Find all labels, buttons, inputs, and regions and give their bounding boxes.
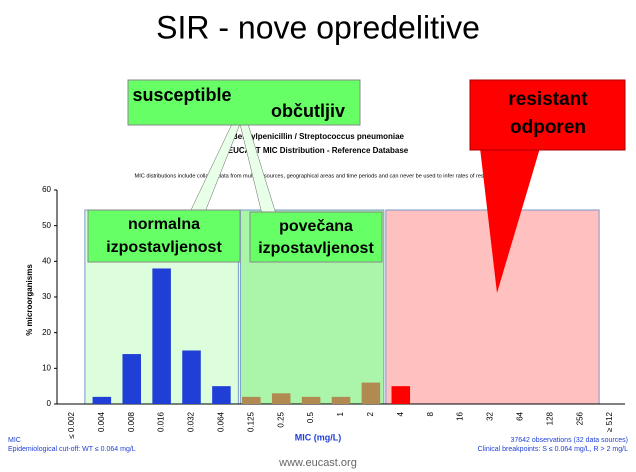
y-tick-label: 0 <box>47 399 52 408</box>
x-tick-label: 0.004 <box>97 411 106 432</box>
callout-text: normalna <box>128 216 200 233</box>
x-tick-label: 0.25 <box>276 411 285 427</box>
pointer <box>189 123 241 213</box>
y-axis-label: % microorganisms <box>25 264 34 336</box>
footnote: Epidemiological cut-off: WT ≤ 0.064 mg/L <box>8 446 136 453</box>
callout-text: izpostavljenost <box>258 240 374 257</box>
bar <box>122 354 142 404</box>
slide-title: SIR - nove opredelitive <box>156 9 480 45</box>
bar <box>212 386 231 404</box>
footer: www.eucast.org <box>278 457 357 469</box>
callout-box <box>469 79 626 151</box>
callout-box <box>87 209 241 263</box>
bar <box>331 396 351 404</box>
plot: 0 10 20 30 40 50 60 ≤ 0.002 0.004 0.008 0.016 0.032… <box>42 185 625 439</box>
y-tick-label: 40 <box>42 256 51 265</box>
x-tick-label: 0.008 <box>127 411 136 432</box>
bar <box>301 396 321 404</box>
chart-title: Benzylpenicillin / Streptococcus pneumon… <box>232 132 405 141</box>
x-tick-label: ≤ 0.002 <box>67 411 76 438</box>
x-tick-label: 16 <box>456 411 465 420</box>
bar <box>152 268 171 404</box>
x-tick-label: 0.064 <box>217 411 226 432</box>
bar <box>271 393 291 404</box>
y-tick-label: 10 <box>42 363 51 372</box>
chart-subtitle: EUCAST MIC Distribution - Reference Data… <box>228 146 409 155</box>
y-tick-label: 20 <box>42 328 51 337</box>
callout-text: povečana <box>279 218 353 235</box>
x-tick-label: 256 <box>575 411 584 425</box>
footnote: Clinical breakpoints: S ≤ 0.064 mg/L, R … <box>478 446 628 453</box>
y-tick-label: 30 <box>42 292 51 301</box>
callout-text: odporen <box>510 117 586 138</box>
x-tick-label: 128 <box>545 411 554 425</box>
x-tick-label: 2 <box>366 411 375 416</box>
bar <box>92 396 112 404</box>
chart-note: MIC distributions include collated data … <box>135 173 502 179</box>
pointer <box>480 148 540 293</box>
x-tick-label: 8 <box>426 411 435 416</box>
footnote: 37642 observations (32 data sources) <box>510 437 628 444</box>
callout-text: izpostavljenost <box>106 239 222 256</box>
x-tick-label: 32 <box>486 411 495 420</box>
x-tick-label: 0.016 <box>157 411 166 432</box>
bar <box>391 386 411 404</box>
x-tick-label: ≥ 512 <box>605 411 614 432</box>
callout-box <box>249 211 383 263</box>
footnote: MIC <box>8 437 21 444</box>
bar <box>242 396 261 404</box>
callout-text: resistant <box>508 89 588 110</box>
bar <box>361 382 381 404</box>
y-tick-label: 50 <box>42 221 51 230</box>
callout-text: susceptible <box>132 85 231 105</box>
bar <box>182 350 201 404</box>
x-tick-label: 1 <box>336 411 345 416</box>
x-tick-label: 0.125 <box>246 411 255 432</box>
callouts: susceptible občutljiv normalna izpostavl… <box>87 79 626 293</box>
x-tick-label: 0.032 <box>187 411 196 432</box>
x-tick-label: 0.5 <box>306 411 315 423</box>
callout-text: občutljiv <box>271 101 345 121</box>
callout-box <box>127 79 361 126</box>
x-tick-label: 4 <box>396 411 405 416</box>
x-tick-label: 64 <box>515 411 524 420</box>
y-tick-label: 60 <box>42 185 51 194</box>
x-axis-label: MIC (mg/L) <box>295 432 342 442</box>
